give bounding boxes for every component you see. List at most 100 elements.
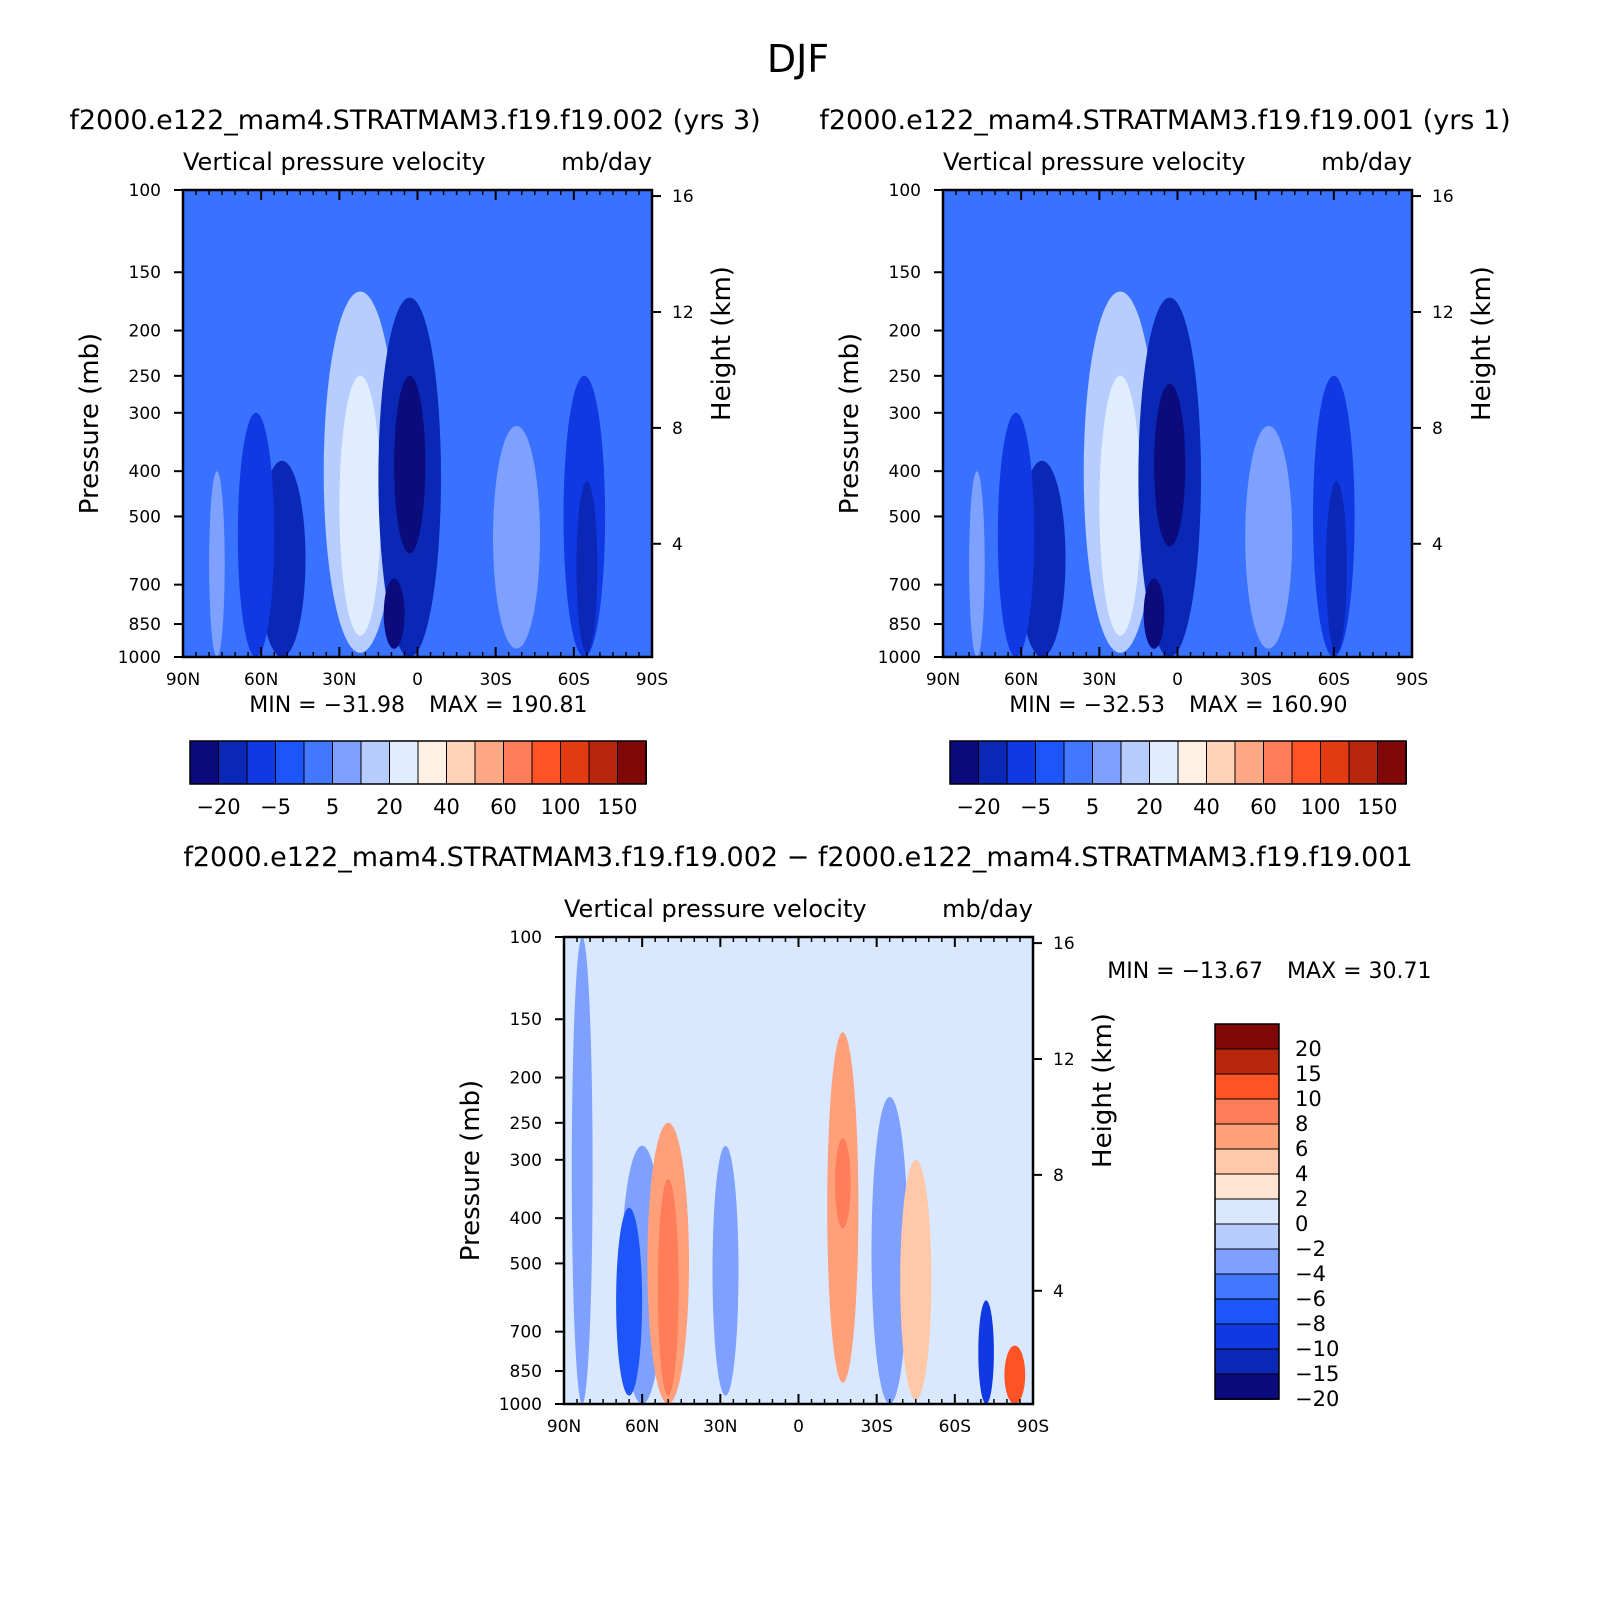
colorbar-swatch — [246, 740, 277, 785]
colorbar-swatch — [1234, 740, 1265, 785]
colorbar-label: 60 — [490, 795, 517, 819]
colorbar-label: 100 — [1300, 795, 1340, 819]
colorbar-label: 6 — [1295, 1137, 1308, 1161]
contour-region — [339, 375, 382, 636]
x-tick-label: 60N — [244, 670, 278, 690]
y-tick-label: 500 — [889, 507, 921, 527]
y-tick-label: 250 — [889, 367, 921, 387]
y-tick-label: 500 — [510, 1254, 542, 1274]
x-tick-label: 90S — [636, 670, 668, 690]
colorbar-frame — [189, 740, 647, 785]
colorbar-label: 0 — [1295, 1212, 1308, 1236]
y-tick-label: 100 — [889, 181, 921, 201]
right-axis-title: Height (km) — [1467, 266, 1497, 421]
colorbar-label: 5 — [1086, 795, 1099, 819]
colorbar-swatch — [1206, 740, 1236, 785]
height-tick-label: 12 — [1053, 1050, 1075, 1070]
colorbar-label: 4 — [1295, 1162, 1308, 1186]
contour-region — [576, 481, 598, 653]
x-tick-label: 60S — [939, 1417, 971, 1437]
y-tick-label: 150 — [889, 263, 921, 283]
y-tick-label: 850 — [129, 615, 161, 635]
colorbar-label: −15 — [1295, 1362, 1339, 1386]
max-label: MAX = 160.90 — [1189, 693, 1348, 718]
contour-region — [383, 578, 405, 649]
y-tick-label: 150 — [510, 1010, 542, 1030]
x-tick-label: 30S — [1239, 670, 1271, 690]
height-tick-label: 4 — [672, 535, 683, 555]
y-tick-label: 200 — [129, 322, 161, 342]
colorbar-swatch — [332, 740, 362, 785]
colorbar-swatch — [389, 740, 419, 785]
y-axis-title: Pressure (mb) — [75, 333, 105, 514]
y-tick-label: 850 — [889, 615, 921, 635]
colorbar-label: −4 — [1295, 1262, 1326, 1286]
height-tick-label: 16 — [1053, 934, 1075, 954]
colorbar-label: −10 — [1295, 1337, 1339, 1361]
panel-case: Vertical pressure velocity mb/day 90N 60N 30… — [75, 148, 737, 819]
colorbar-swatch — [446, 740, 476, 785]
colorbar-swatch — [1214, 1273, 1280, 1300]
y-tick-label: 250 — [510, 1114, 542, 1134]
contour-region — [237, 412, 275, 657]
colorbar-swatch — [1214, 1298, 1280, 1325]
height-tick-label: 16 — [672, 187, 694, 207]
colorbar-swatch — [1348, 740, 1379, 785]
colorbar-label: 8 — [1295, 1112, 1308, 1136]
panel-diff: Vertical pressure velocity mb/day 90N 60N 30… — [456, 895, 1432, 1437]
contour-region — [493, 425, 540, 649]
colorbar-swatch — [1120, 740, 1151, 785]
contour-region — [1326, 481, 1347, 653]
colorbar-swatch — [1035, 740, 1065, 785]
colorbar-label: 20 — [1295, 1037, 1322, 1061]
colorbar-swatch — [1063, 740, 1094, 785]
height-tick-label: 12 — [672, 303, 694, 323]
y-axis-title: Pressure (mb) — [835, 333, 865, 514]
colorbar-swatch — [1214, 1148, 1280, 1175]
colorbar-label: 100 — [540, 795, 580, 819]
y-tick-label: 850 — [510, 1362, 542, 1382]
contour-region — [871, 1097, 908, 1404]
y-tick-label: 1000 — [118, 648, 161, 668]
colorbar-swatch — [949, 740, 980, 785]
panel-case-title: f2000.e122_mam4.STRATMAM3.f19.f19.002 (y… — [69, 105, 760, 136]
colorbar-swatch — [617, 740, 647, 785]
y-tick-label: 700 — [510, 1323, 542, 1343]
colorbar-label: −20 — [956, 795, 1000, 819]
colorbar-swatch — [1214, 1248, 1280, 1275]
y-tick-label: 200 — [889, 322, 921, 342]
panel-diff-title: f2000.e122_mam4.STRATMAM3.f19.f19.002 − … — [183, 842, 1412, 873]
colorbar-swatch — [1214, 1023, 1280, 1050]
colorbar-swatch — [978, 740, 1008, 785]
colorbar-swatch — [1214, 1373, 1280, 1400]
colorbar-label: 2 — [1295, 1187, 1308, 1211]
colorbar-label: 5 — [326, 795, 339, 819]
colorbar-swatch — [560, 740, 590, 785]
y-tick-label: 200 — [510, 1069, 542, 1089]
subtitle-variable: Vertical pressure velocity — [564, 895, 867, 923]
contour-region — [616, 1207, 643, 1396]
y-tick-label: 100 — [129, 181, 161, 201]
subtitle-variable: Vertical pressure velocity — [183, 148, 486, 176]
right-axis-title: Height (km) — [1088, 1013, 1118, 1168]
x-tick-label: 60N — [1004, 670, 1038, 690]
contour-region — [997, 412, 1035, 657]
colorbar-label: −2 — [1295, 1237, 1326, 1261]
x-tick-label: 30N — [1082, 670, 1116, 690]
contour-region — [209, 471, 225, 657]
contour-region — [1245, 425, 1293, 649]
contour-field — [564, 937, 1033, 1404]
height-tick-label: 8 — [1432, 419, 1443, 439]
x-tick-label: 30S — [479, 670, 511, 690]
colorbar-swatch — [275, 740, 305, 785]
colorbar-swatch — [303, 740, 334, 785]
y-tick-label: 400 — [889, 462, 921, 482]
colorbar-swatch — [1377, 740, 1407, 785]
colorbar-label: 40 — [1193, 795, 1220, 819]
x-tick-label: 90S — [1396, 670, 1428, 690]
colorbar-label: −20 — [1295, 1387, 1339, 1411]
max-label: MAX = 30.71 — [1287, 959, 1432, 984]
x-tick-label: 90N — [926, 670, 960, 690]
contour-region — [969, 471, 985, 657]
